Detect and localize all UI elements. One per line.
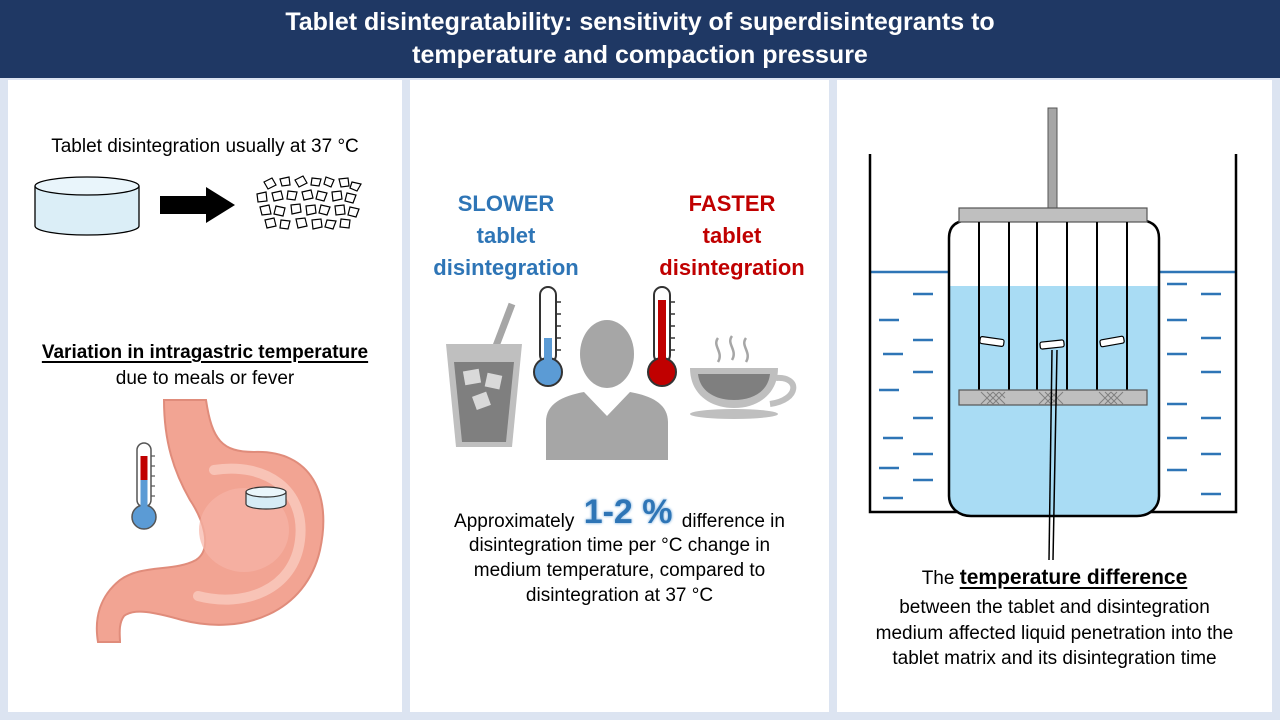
header-banner: Tablet disintegratability: sensitivity o… [0, 0, 1280, 78]
apparatus-caption-4: tablet matrix and its disintegration tim… [892, 648, 1217, 669]
slower-word: SLOWER [457, 191, 555, 216]
title-line-2: temperature and compaction pressure [412, 41, 868, 69]
variation-subtitle: due to meals or fever [115, 368, 295, 389]
slower-tablet: tablet [476, 223, 536, 248]
panel-temperature-effect: SLOWER tablet disintegration FASTER tabl… [410, 80, 829, 712]
disintegration-apparatus-icon [868, 107, 1238, 561]
approx-value: 1-2 % [583, 493, 673, 531]
slower-label: SLOWER tablet disintegration [416, 188, 596, 284]
faster-disintegration: disintegration [659, 255, 805, 280]
thermometer-hot-icon [647, 286, 677, 387]
tablet-fragments-icon [256, 175, 362, 230]
apparatus-caption-3: medium affected liquid penetration into … [875, 623, 1234, 644]
apparatus-caption-1: The temperature difference [837, 566, 1272, 590]
caption-emphasis: temperature difference [959, 566, 1188, 589]
intact-tablet-icon [34, 176, 140, 236]
faster-tablet: tablet [702, 223, 762, 248]
tablet-in-stomach-icon [245, 486, 287, 510]
title-line-1: Tablet disintegratability: sensitivity o… [285, 8, 995, 36]
faster-label: FASTER tablet disintegration [642, 188, 822, 284]
slower-disintegration: disintegration [433, 255, 579, 280]
approx-line-4: disintegration at 37 °C [525, 585, 714, 606]
variation-heading: Variation in intragastric temperature [8, 342, 402, 364]
approx-line-2: disintegration time per °C change in [468, 535, 771, 556]
thermometer-mixed-icon [131, 442, 157, 530]
approx-prefix: Approximately [454, 511, 575, 532]
panel-apparatus: The temperature difference between the t… [837, 80, 1272, 712]
approx-suffix: difference in [681, 511, 785, 532]
panel-body-temperature: Tablet disintegration usually at 37 °C [8, 80, 402, 712]
variation-heading-text: Variation in intragastric temperature [41, 342, 369, 363]
caption-the: The [921, 568, 955, 589]
approx-line-3: medium temperature, compared to [473, 560, 766, 581]
faster-word: FASTER [688, 191, 776, 216]
thermometer-cold-icon [533, 286, 563, 387]
hot-coffee-icon [690, 335, 797, 419]
apparatus-caption-2: between the tablet and disintegration [899, 597, 1210, 618]
approx-line-1: Approximately 1-2 % difference in [410, 495, 829, 534]
arrow-right-icon [160, 187, 235, 223]
person-icon [546, 320, 668, 460]
caption-37c: Tablet disintegration usually at 37 °C [51, 136, 359, 157]
iced-drink-icon [446, 302, 522, 447]
